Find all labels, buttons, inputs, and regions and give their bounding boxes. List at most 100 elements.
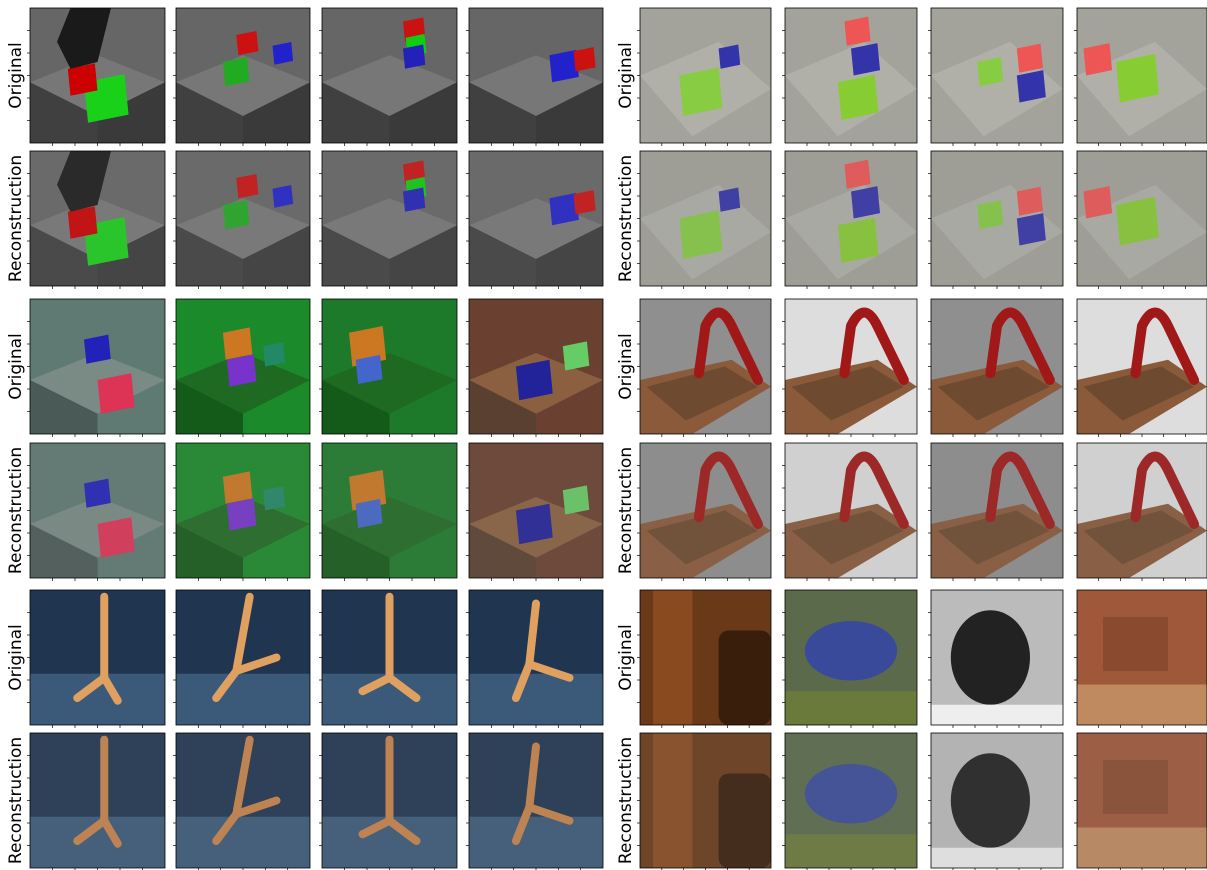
image-shape: [837, 74, 879, 121]
image-shape: [573, 47, 596, 72]
image-shape: [1077, 827, 1207, 868]
image-shape: [931, 733, 1063, 868]
row-label: Original: [6, 333, 26, 400]
image-shape: [653, 590, 693, 725]
image-shape: [525, 599, 540, 669]
image-panel: [928, 732, 1064, 870]
image-panel: [319, 7, 458, 146]
image-panel: [466, 7, 604, 146]
image-shape: [1016, 70, 1046, 103]
image-shape: [839, 307, 909, 385]
image-shape: [640, 733, 771, 868]
image-shape: [30, 82, 98, 143]
image-shape: [272, 185, 294, 208]
image-shape: [931, 151, 1063, 286]
image-shape: [1103, 760, 1168, 814]
image-shape: [931, 443, 1063, 578]
image-shape: [1077, 733, 1207, 868]
image-shape: [931, 847, 1063, 868]
image-panel: [637, 7, 772, 146]
image-shape: [1083, 43, 1113, 76]
image-shape: [562, 485, 590, 515]
image-shape: [236, 173, 259, 199]
image-shape: [469, 380, 536, 434]
image-shape: [232, 796, 281, 818]
image-panel: [637, 589, 772, 728]
image-shape: [232, 735, 254, 818]
image-panel: [782, 732, 918, 870]
image-shape: [67, 63, 98, 96]
image-shape: [573, 190, 596, 215]
image-shape: [785, 151, 917, 286]
image-panel: [27, 732, 166, 870]
image-shape: [525, 803, 574, 825]
image-shape: [322, 198, 457, 259]
image-panel: [466, 298, 604, 437]
image-shape: [403, 187, 426, 212]
image-shape: [525, 660, 574, 682]
image-shape: [718, 187, 741, 212]
image-shape: [97, 225, 165, 286]
image-shape: [222, 200, 250, 230]
row-label: Reconstruction: [616, 737, 636, 864]
image-shape: [322, 524, 390, 578]
row-label: Original: [616, 624, 636, 691]
image-shape: [30, 443, 165, 578]
image-shape: [358, 673, 394, 696]
image-panel: [319, 298, 458, 437]
image-shape: [226, 354, 257, 387]
image-shape: [693, 307, 763, 385]
image-shape: [226, 498, 257, 531]
image-shape: [322, 497, 457, 558]
image-shape: [403, 44, 426, 69]
image-panel: [466, 150, 604, 289]
image-panel: [173, 732, 311, 870]
row-label: Original: [616, 333, 636, 400]
image-shape: [30, 497, 165, 558]
image-shape: [718, 773, 771, 868]
image-shape: [358, 816, 394, 839]
image-panel: [173, 442, 311, 581]
image-shape: [389, 225, 457, 286]
image-panel: [27, 298, 166, 437]
image-panel: [782, 442, 918, 581]
image-shape: [67, 206, 98, 239]
image-panel: [928, 442, 1064, 581]
image-shape: [322, 225, 390, 286]
image-panel: [173, 7, 311, 146]
image-shape: [844, 16, 871, 46]
image-shape: [222, 57, 250, 87]
image-shape: [176, 733, 310, 868]
image-shape: [243, 82, 310, 143]
image-shape: [511, 660, 534, 702]
image-shape: [937, 510, 1050, 565]
image-panel: [637, 732, 772, 870]
image-panel: [637, 298, 772, 437]
image-shape: [839, 451, 909, 529]
image-shape: [30, 151, 165, 286]
image-panel: [466, 589, 604, 728]
image-shape: [355, 354, 383, 385]
image-shape: [385, 673, 421, 702]
image-shape: [263, 342, 286, 367]
image-shape: [693, 451, 763, 529]
image-shape: [562, 341, 590, 371]
image-panel: [319, 589, 458, 728]
image-shape: [469, 443, 603, 578]
image-shape: [30, 380, 98, 434]
image-shape: [84, 478, 111, 508]
image-panel: [1074, 7, 1207, 146]
image-shape: [515, 359, 553, 401]
image-shape: [232, 653, 281, 675]
image-shape: [679, 210, 723, 259]
image-shape: [322, 443, 457, 578]
image-shape: [97, 82, 165, 143]
image-shape: [322, 733, 457, 868]
image-shape: [84, 334, 111, 364]
image-panel: [928, 589, 1064, 728]
image-shape: [30, 225, 98, 286]
image-shape: [1116, 53, 1159, 103]
image-panel: [782, 150, 918, 289]
image-shape: [1016, 213, 1046, 246]
